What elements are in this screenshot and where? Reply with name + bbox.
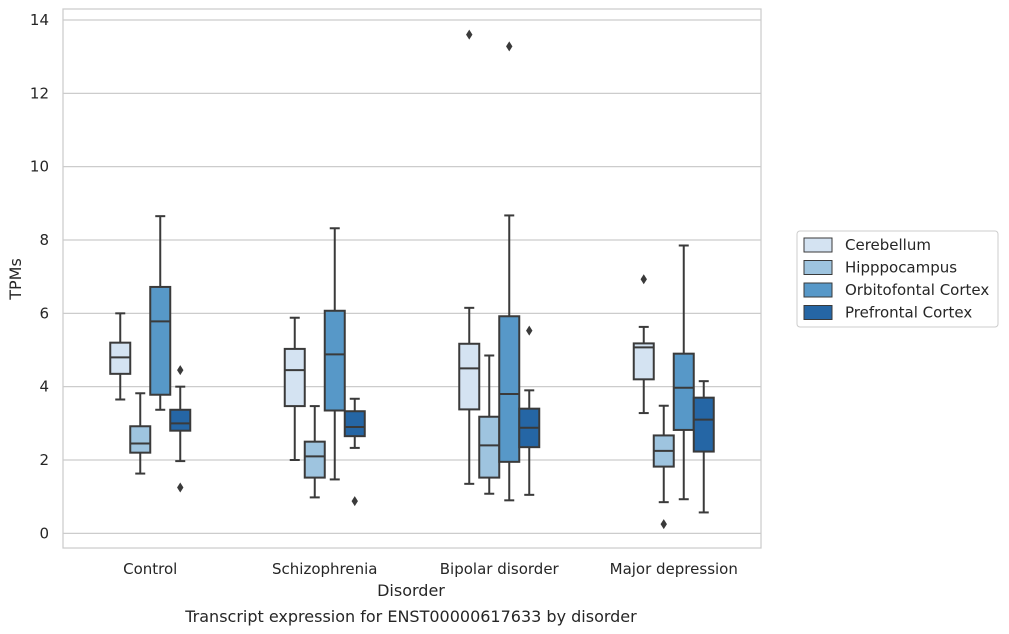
x-axis-ticks: Control Schizophrenia Bipolar disorder Majo… [123,560,738,578]
box-3-3 [692,380,715,514]
box-body [129,425,152,454]
y-tick-label: 14 [30,11,49,29]
outlier-point [640,274,647,285]
y-tick-label: 10 [30,158,49,176]
plot-area [109,29,715,530]
box-body [149,285,172,396]
box-1-2 [323,227,346,481]
y-tick-label: 2 [39,451,49,469]
box-0-3 [169,365,192,493]
x-tick-label: Bipolar disorder [440,560,560,578]
y-axis-label: TPMs [6,258,25,301]
y-tick-label: 4 [39,378,49,396]
box-1-0 [283,316,306,461]
box-body [169,408,192,432]
x-tick-label: Schizophrenia [272,560,377,578]
y-tick-label: 12 [30,84,49,102]
legend-swatch [803,305,833,320]
outlier-point [660,519,667,530]
box-0-1 [129,392,152,475]
outlier-point [526,325,533,336]
box-body [458,342,481,411]
box-body [478,415,501,479]
legend-label: Orbitofontal Cortex [845,281,989,299]
box-3-1 [652,404,675,530]
box-3-0 [632,274,655,415]
y-tick-label: 6 [39,304,49,322]
y-axis-ticks: 0 2 4 6 8 10 12 14 [30,11,49,542]
x-axis-label: Disorder [377,581,445,600]
legend-label: Prefrontal Cortex [845,304,972,322]
box-body [343,410,366,438]
box-2-3 [518,325,541,496]
outlier-point [177,482,184,493]
outlier-point [466,29,473,40]
y-tick-label: 0 [39,524,49,542]
box-2-0 [458,29,481,485]
legend-swatch [803,282,833,298]
box-0-2 [149,215,172,411]
legend-swatch [803,260,833,275]
box-body [283,347,306,408]
box-1-3 [343,397,366,507]
legend-swatch [803,237,833,253]
chart-caption: Transcript expression for ENST0000061763… [184,607,637,626]
box-body [672,352,695,431]
box-body [498,315,521,463]
box-1-1 [303,405,326,499]
box-body [303,440,326,479]
legend-frame [796,230,999,328]
box-body [323,309,346,412]
outlier-point [351,496,358,507]
box-0-0 [109,312,132,401]
plot-frame [62,8,762,549]
legend: Cerebellum Hipppocampus Orbitofontal Corte… [796,230,999,328]
box-3-2 [672,244,695,501]
outlier-point [177,365,184,376]
box-2-1 [478,354,501,495]
y-tick-label: 8 [39,231,49,249]
outlier-point [506,41,513,52]
legend-label: Cerebellum [845,236,931,254]
box-2-2 [498,41,521,502]
box-body [632,342,655,381]
x-tick-label: Control [123,560,177,578]
box-body [692,396,715,453]
x-tick-label: Major depression [610,560,738,578]
legend-label: Hipppocampus [845,259,957,277]
